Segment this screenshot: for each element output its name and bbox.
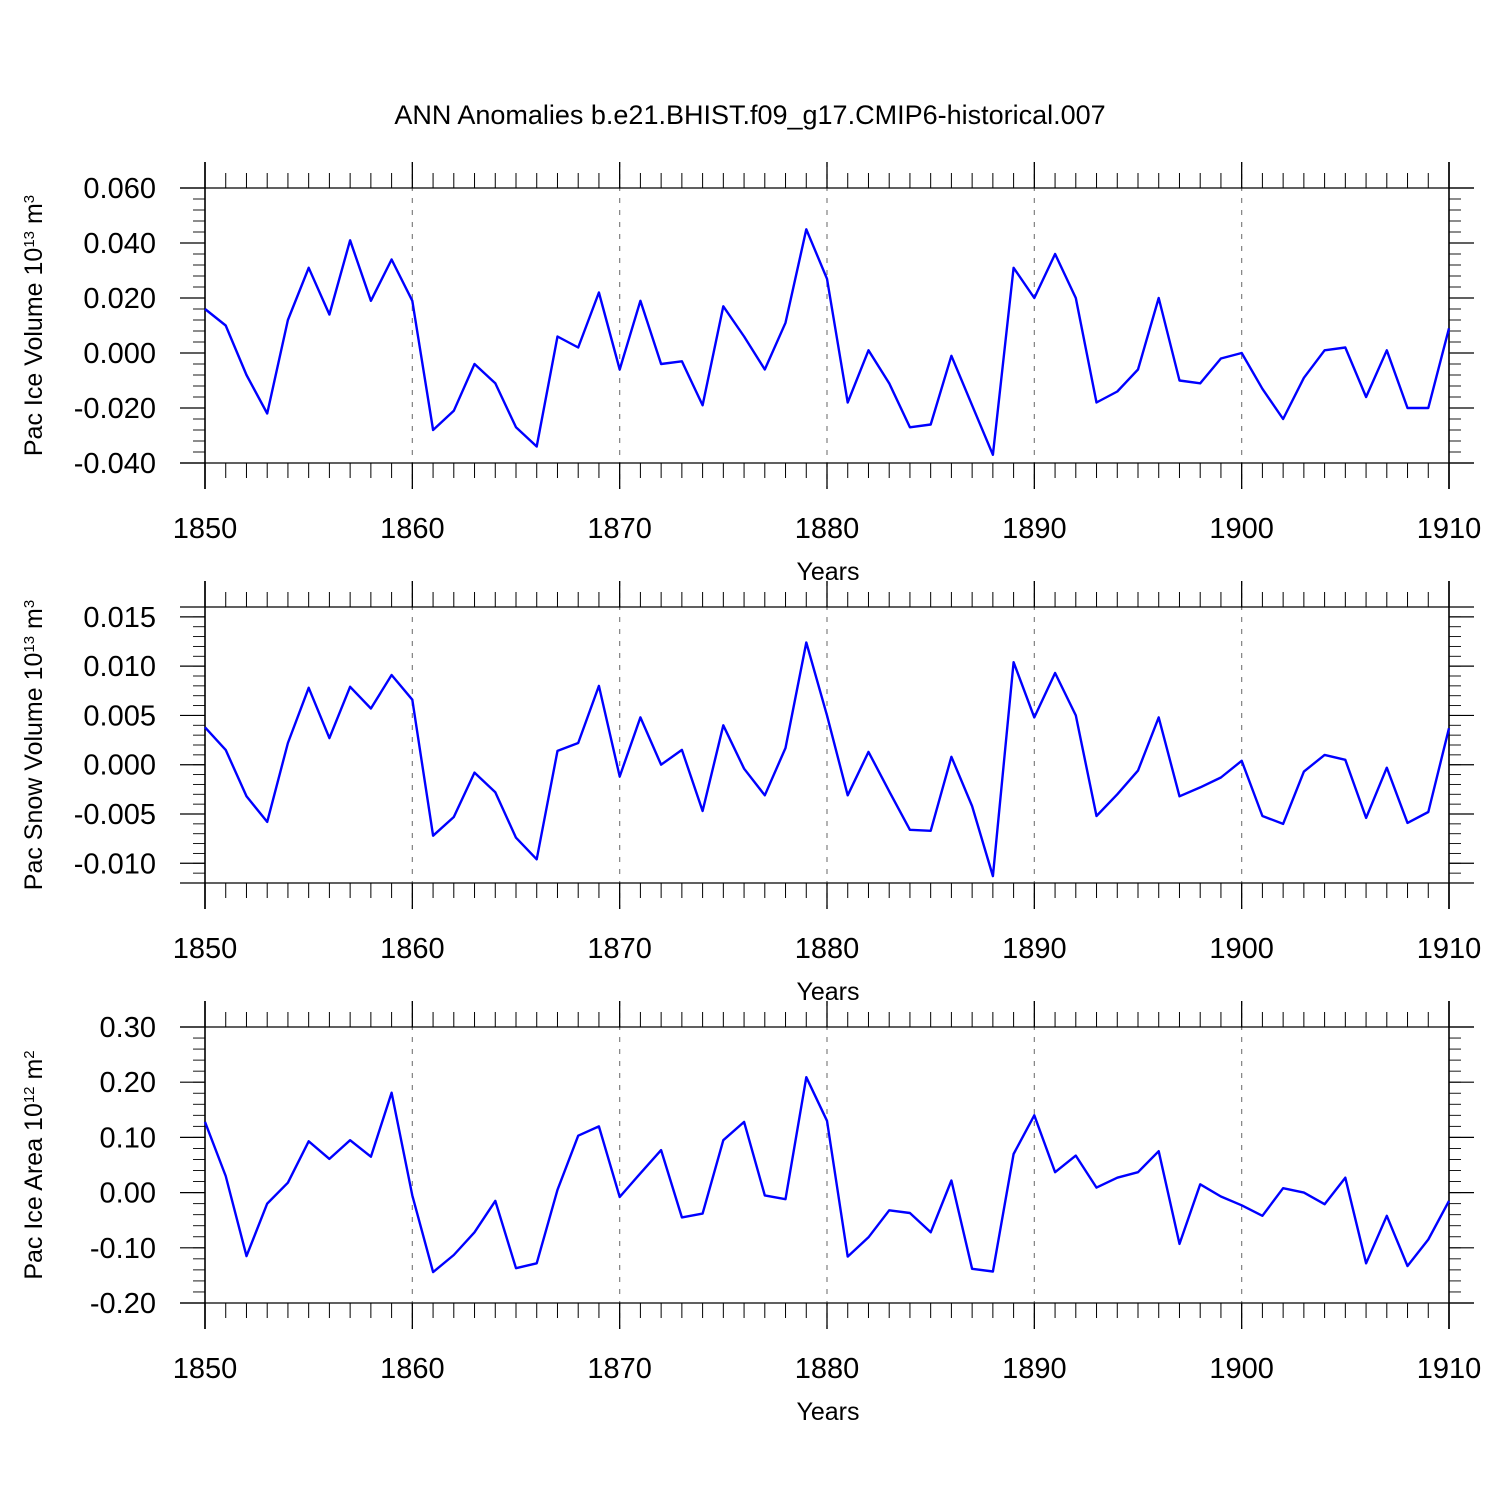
series-line <box>203 1075 1451 1274</box>
y-axis-label-part: m <box>20 203 48 231</box>
y-tick-label: -0.005 <box>74 799 156 831</box>
x-tick-label: 1900 <box>1209 513 1274 545</box>
y-axis-label-part: 2 <box>21 1050 38 1058</box>
y-tick-label: 0.000 <box>83 750 156 782</box>
series-line <box>204 228 1451 456</box>
x-tick-label: 1850 <box>173 933 238 965</box>
x-axis-label: Years <box>796 558 859 586</box>
y-axis-label-part: 13 <box>21 636 38 653</box>
series-line <box>204 641 1451 878</box>
y-tick-label: 0.10 <box>100 1122 156 1154</box>
panel-3: -0.20 -0.10 0.00 0.10 0.20 0.30 1850 1860 1870 18… <box>20 1001 1481 1426</box>
x-tick-label: 1870 <box>587 513 652 545</box>
y-tick-label: 0.30 <box>100 1012 156 1044</box>
y-tick-label: 0.010 <box>83 651 156 683</box>
y-axis-label-part: 3 <box>21 195 38 203</box>
y-axis-label-part: Pac Ice Volume 10 <box>20 248 48 456</box>
x-tick-label: 1890 <box>1002 513 1067 545</box>
x-tick-label: 1880 <box>795 1353 860 1385</box>
panels: -0.040 -0.020 0.000 0.020 0.040 0.060 1850 1860… <box>20 162 1481 1426</box>
x-axis-label: Years <box>796 1398 859 1426</box>
x-axis-label: Years <box>796 978 859 1006</box>
x-tick-label: 1850 <box>173 1353 238 1385</box>
y-axis-label: Pac Snow Volume 1013 m3 <box>20 600 48 890</box>
panel-2: -0.010 -0.005 0.000 0.005 0.010 0.015 1850 1860… <box>20 581 1481 1006</box>
y-tick-label: 0.005 <box>83 700 156 732</box>
y-tick-label: 0.015 <box>83 602 156 634</box>
y-axis-label-part: 3 <box>21 600 38 608</box>
y-tick-label: 0.020 <box>83 283 156 315</box>
x-tick-label: 1910 <box>1417 513 1482 545</box>
x-tick-label: 1900 <box>1209 933 1274 965</box>
y-axis-label-part: 12 <box>21 1086 38 1103</box>
y-axis-label: Pac Ice Volume 1013 m3 <box>20 195 48 456</box>
x-tick-label: 1870 <box>587 1353 652 1385</box>
x-tick-label: 1850 <box>173 513 238 545</box>
y-tick-label: -0.010 <box>74 848 156 880</box>
y-axis-label-part: m <box>20 1059 48 1087</box>
y-tick-label: 0.060 <box>83 173 156 205</box>
y-tick-label: 0.20 <box>100 1067 156 1099</box>
y-tick-label: 0.000 <box>83 338 156 370</box>
y-tick-label: -0.040 <box>74 448 156 480</box>
y-axis-label-part: m <box>20 608 48 636</box>
y-axis-label: Pac Ice Area 1012 m2 <box>20 1050 48 1279</box>
x-tick-label: 1890 <box>1002 933 1067 965</box>
x-tick-label: 1860 <box>380 513 445 545</box>
y-axis-label-part: 13 <box>21 231 38 248</box>
y-axis-label-part: Pac Snow Volume 10 <box>20 653 48 891</box>
x-tick-label: 1880 <box>795 933 860 965</box>
x-tick-label: 1910 <box>1417 1353 1482 1385</box>
y-tick-label: -0.10 <box>90 1233 156 1265</box>
y-tick-label: 0.040 <box>83 228 156 260</box>
panel-1: -0.040 -0.020 0.000 0.020 0.040 0.060 1850 1860… <box>20 162 1481 586</box>
y-tick-label: -0.020 <box>74 393 156 425</box>
x-tick-label: 1900 <box>1209 1353 1274 1385</box>
y-axis-label-part: Pac Ice Area 10 <box>20 1103 48 1280</box>
x-tick-label: 1910 <box>1417 933 1482 965</box>
x-tick-label: 1890 <box>1002 1353 1067 1385</box>
x-tick-label: 1870 <box>587 933 652 965</box>
x-tick-label: 1860 <box>380 1353 445 1385</box>
x-tick-label: 1880 <box>795 513 860 545</box>
x-tick-label: 1860 <box>380 933 445 965</box>
y-tick-label: 0.00 <box>100 1178 156 1210</box>
figure-title: ANN Anomalies b.e21.BHIST.f09_g17.CMIP6-… <box>394 100 1105 130</box>
y-tick-label: -0.20 <box>90 1288 156 1320</box>
